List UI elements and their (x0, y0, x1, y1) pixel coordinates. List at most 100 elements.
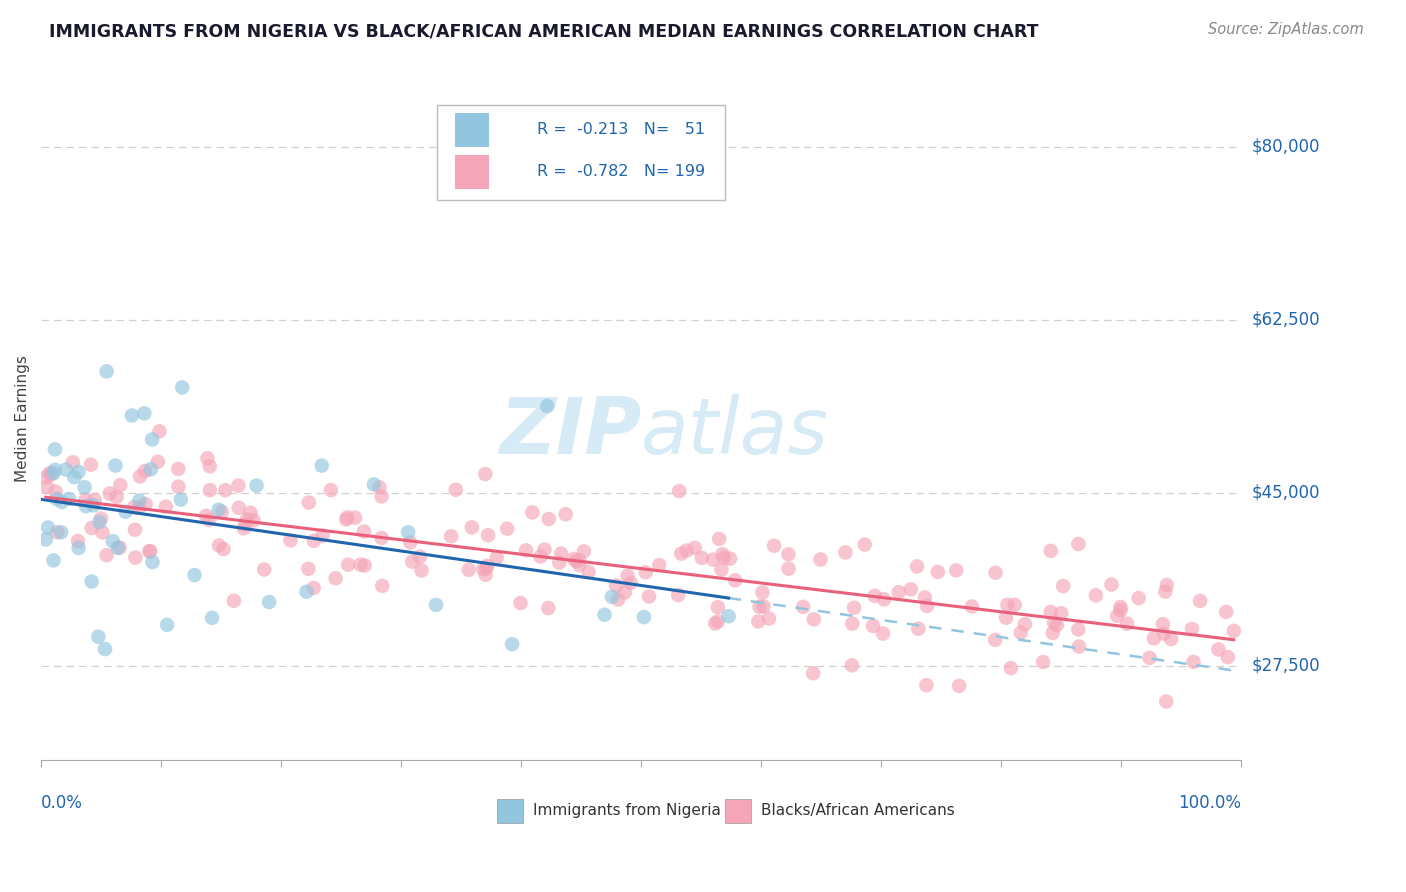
Point (1152, 617, 1174, 632)
Point (751, 585, 773, 599)
Point (1042, 625, 1064, 640)
Point (73, 480, 96, 494)
Point (717, 609, 740, 624)
Point (457, 563, 479, 577)
Point (222, 593, 245, 607)
Point (124, 523, 146, 537)
Point (1215, 605, 1237, 619)
Point (1010, 625, 1032, 640)
Point (509, 596, 531, 610)
Point (239, 506, 262, 520)
Point (853, 537, 876, 551)
Point (863, 589, 886, 603)
Point (522, 505, 544, 519)
Point (139, 462, 162, 476)
Point (63, 470, 86, 484)
Point (336, 510, 359, 524)
Point (353, 558, 375, 573)
Point (702, 552, 724, 566)
Point (554, 508, 576, 522)
Point (1109, 600, 1132, 615)
Point (35, 470, 58, 484)
Point (80, 574, 103, 589)
Point (713, 550, 735, 565)
Text: 0.0%: 0.0% (41, 794, 83, 812)
Point (887, 585, 910, 599)
Point (302, 533, 325, 548)
Point (763, 539, 786, 553)
Point (425, 598, 447, 612)
Point (280, 533, 302, 548)
Point (548, 556, 571, 570)
Point (537, 512, 560, 526)
Point (253, 562, 276, 576)
Point (675, 543, 697, 558)
Point (593, 607, 616, 622)
Point (537, 601, 560, 615)
Point (1116, 616, 1139, 631)
Point (1014, 617, 1036, 632)
Point (353, 524, 375, 539)
Point (104, 458, 127, 473)
Point (1043, 615, 1066, 630)
Point (170, 492, 193, 507)
Point (707, 532, 730, 546)
Point (96, 548, 118, 562)
Point (124, 550, 146, 565)
Point (128, 500, 150, 515)
Point (211, 505, 233, 519)
Point (501, 637, 523, 651)
Point (1208, 642, 1230, 657)
Point (803, 612, 825, 626)
Text: $62,500: $62,500 (1253, 310, 1320, 328)
Point (1189, 594, 1212, 608)
Point (995, 598, 1018, 612)
Point (257, 595, 280, 609)
Point (873, 592, 896, 607)
Point (1128, 591, 1150, 606)
Point (96, 364, 118, 378)
Point (45, 492, 67, 507)
Point (236, 512, 259, 526)
Point (1182, 655, 1205, 669)
Point (900, 582, 922, 597)
Point (233, 517, 256, 532)
Point (66, 534, 89, 549)
Point (474, 567, 496, 582)
Point (128, 493, 150, 508)
Point (1156, 578, 1178, 592)
Point (370, 531, 392, 545)
Point (718, 551, 741, 566)
Point (105, 490, 128, 504)
Point (198, 483, 221, 497)
Point (841, 616, 863, 631)
Point (915, 599, 938, 613)
Point (1050, 606, 1073, 620)
Point (1067, 623, 1090, 637)
Point (475, 558, 498, 573)
Point (927, 565, 949, 579)
Text: IMMIGRANTS FROM NIGERIA VS BLACK/AFRICAN AMERICAN MEDIAN EARNINGS CORRELATION CH: IMMIGRANTS FROM NIGERIA VS BLACK/AFRICAN… (49, 22, 1039, 40)
Point (572, 544, 595, 558)
Point (295, 584, 318, 599)
Point (550, 547, 572, 561)
Point (183, 568, 205, 582)
Point (711, 547, 734, 561)
Point (1107, 609, 1129, 624)
Point (122, 500, 145, 515)
Point (778, 547, 800, 561)
Point (948, 679, 970, 693)
Point (515, 543, 537, 558)
Point (690, 551, 713, 566)
Point (792, 599, 814, 614)
Text: 100.0%: 100.0% (1178, 794, 1241, 812)
Point (138, 544, 160, 558)
Point (214, 483, 236, 498)
Point (1154, 694, 1177, 708)
Point (167, 462, 190, 476)
Point (83, 499, 105, 513)
Point (67, 541, 90, 555)
Point (529, 549, 551, 564)
Point (107, 541, 129, 555)
Point (683, 541, 706, 555)
